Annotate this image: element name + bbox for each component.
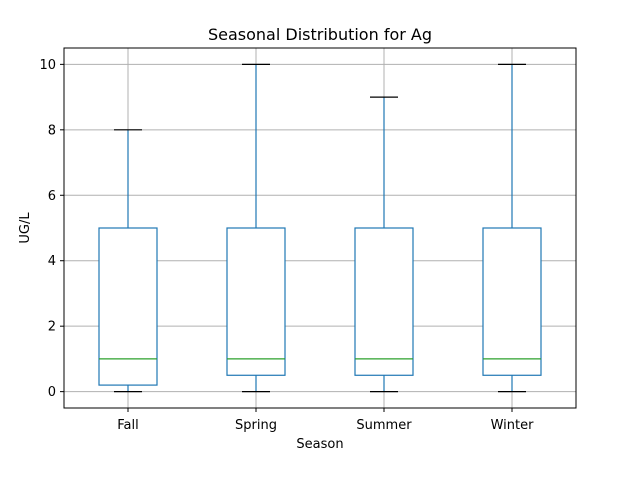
x-tick-label: Winter — [491, 418, 535, 433]
plot-frame — [63, 47, 577, 409]
y-tick-label: 8 — [48, 123, 56, 138]
x-tick-label: Fall — [117, 418, 138, 433]
y-tick-label: 2 — [48, 320, 56, 335]
axis-ticks: 0 2 4 6 8 10 Fall Spring Summer Winter — [39, 58, 534, 433]
iqr-box — [226, 227, 286, 376]
box-winter — [482, 63, 542, 393]
x-axis-label: Season — [296, 437, 343, 452]
x-tick-label: Spring — [235, 418, 277, 433]
y-tick-label: 10 — [39, 58, 56, 73]
x-tick-label: Summer — [356, 418, 412, 433]
y-tick-label: 6 — [48, 189, 56, 204]
iqr-box — [354, 227, 414, 376]
chart-title: Seasonal Distribution for Ag — [208, 25, 432, 44]
y-tick-label: 4 — [48, 254, 56, 269]
box-spring — [226, 63, 286, 393]
box-series — [98, 63, 542, 393]
iqr-box — [482, 227, 542, 376]
iqr-box — [98, 227, 158, 386]
y-tick-label: 0 — [48, 385, 56, 400]
box-fall — [98, 129, 158, 393]
box-summer — [354, 96, 414, 393]
y-axis-label: UG/L — [18, 212, 33, 244]
